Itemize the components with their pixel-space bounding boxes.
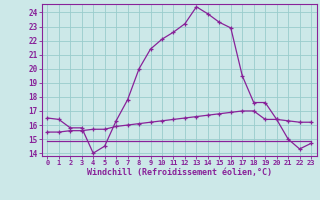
X-axis label: Windchill (Refroidissement éolien,°C): Windchill (Refroidissement éolien,°C) xyxy=(87,168,272,177)
